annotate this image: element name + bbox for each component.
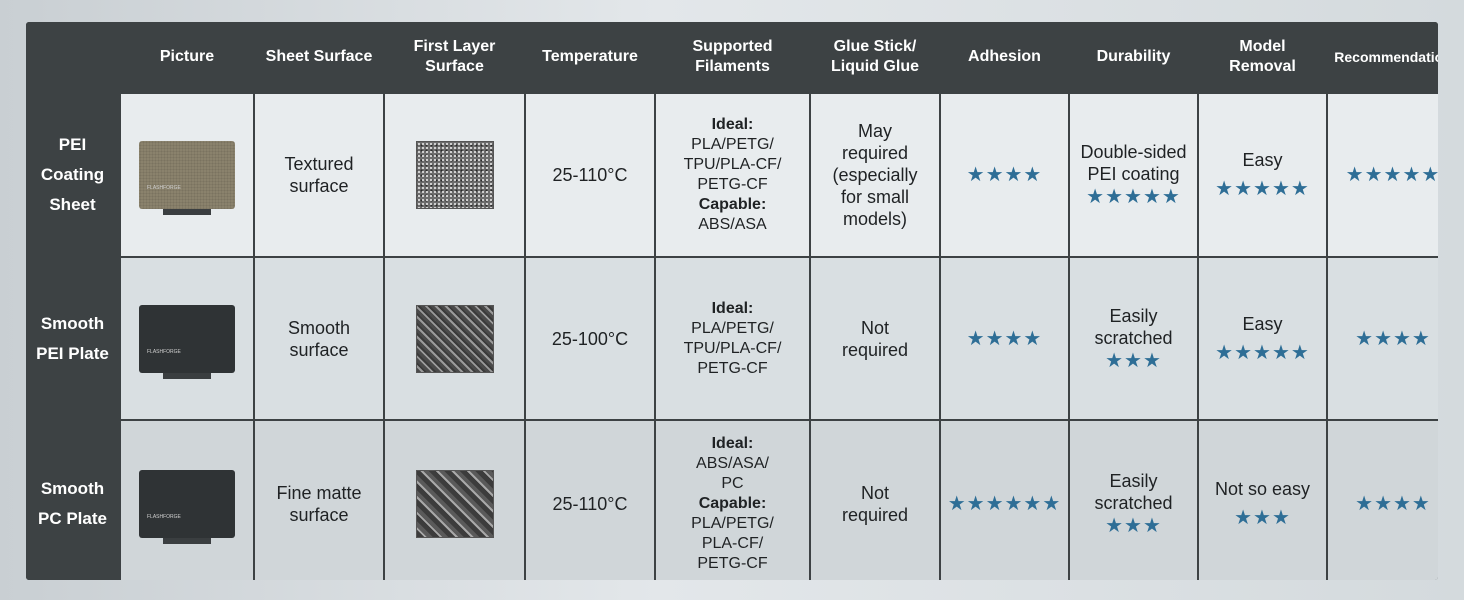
sheet-surface: Fine matte surface: [255, 421, 383, 580]
adhesion-cell: ★★★★★★: [941, 421, 1068, 580]
removal-cell: Easy ★★★★★: [1199, 258, 1326, 419]
glue-requirement: Not required: [811, 421, 939, 580]
temperature: 25-100°C: [526, 258, 654, 419]
removal-star-icons: ★★★★★: [1215, 178, 1310, 200]
sheet-surface: Smooth surface: [255, 258, 383, 419]
textured-surface-swatch: [415, 141, 494, 209]
recommendation-cell: ★★★★: [1328, 421, 1438, 580]
build-plate-comparison-table: Picture Sheet Surface First Layer Surfac…: [26, 22, 1438, 580]
capable-label: Capable:: [698, 196, 767, 213]
adhesion-star-icons: ★★★★: [966, 164, 1043, 186]
smooth-surface-swatch: [415, 304, 494, 373]
picture-cell: FLASHFORGE: [121, 94, 253, 256]
header-model-removal: Model Removal: [1199, 22, 1326, 92]
removal-cell: Not so easy ★★★: [1199, 421, 1326, 580]
durability-star-icons: ★★★: [1105, 514, 1162, 537]
supported-filaments: Ideal: PLA/PETG/ TPU/PLA-CF/ PETG-CF Cap…: [656, 94, 809, 256]
durability-cell: Easily scratched ★★★: [1070, 258, 1197, 419]
supported-filaments: Ideal: ABS/ASA/ PC Capable: PLA/PETG/ PL…: [656, 421, 809, 580]
durability-cell: Double-sided PEI coating ★★★★★: [1070, 94, 1197, 256]
adhesion-cell: ★★★★: [941, 94, 1068, 256]
recommendation-star-icons: ★★★★★: [1345, 164, 1438, 186]
durability-star-icons: ★★★: [1105, 349, 1162, 372]
picture-cell: FLASHFORGE: [121, 258, 253, 419]
ideal-label: Ideal:: [711, 116, 754, 133]
removal-text: Not so easy: [1214, 478, 1311, 499]
ideal-label: Ideal:: [711, 434, 754, 452]
durability-text: Double-sided PEI coating: [1080, 142, 1187, 184]
ideal-filaments: PLA/PETG/ TPU/PLA-CF/ PETG-CF: [683, 136, 782, 193]
header-corner: [26, 22, 119, 92]
capable-label: Capable:: [698, 494, 767, 512]
recommendation-star-icons: ★★★★: [1355, 327, 1431, 350]
header-first-layer-surface: First Layer Surface: [385, 22, 524, 92]
durability-cell: Easily scratched ★★★: [1070, 421, 1197, 580]
fine-matte-surface-swatch: [415, 469, 494, 538]
adhesion-cell: ★★★★: [941, 258, 1068, 419]
pei-coating-sheet-image: FLASHFORGE: [139, 141, 235, 215]
header-sheet-surface: Sheet Surface: [255, 22, 383, 92]
glue-requirement: May required (especially for small model…: [811, 94, 939, 256]
brand-logo: FLASHFORGE: [147, 513, 181, 520]
row-name-smooth-pei-plate: Smooth PEI Plate: [26, 258, 119, 419]
smooth-pei-plate-image: FLASHFORGE: [139, 304, 235, 379]
brand-logo: FLASHFORGE: [147, 348, 181, 355]
durability-text: Easily scratched: [1094, 305, 1173, 348]
adhesion-star-icons: ★★★★: [966, 327, 1043, 350]
durability-text: Easily scratched: [1094, 470, 1173, 513]
row-name-smooth-pc-plate: Smooth PC Plate: [26, 421, 119, 580]
recommendation-cell: ★★★★: [1328, 258, 1438, 419]
header-recommendation: Recommendation: [1328, 22, 1438, 92]
first-layer-cell: [385, 258, 524, 419]
header-glue: Glue Stick/ Liquid Glue: [811, 22, 939, 92]
first-layer-cell: [385, 421, 524, 580]
temperature: 25-110°C: [526, 421, 654, 580]
smooth-pc-plate-image: FLASHFORGE: [139, 469, 235, 544]
row-name-pei-coating-sheet: PEI Coating Sheet: [26, 94, 119, 256]
header-adhesion: Adhesion: [941, 22, 1068, 92]
supported-filaments: Ideal: PLA/PETG/ TPU/PLA-CF/ PETG-CF: [656, 258, 809, 419]
removal-star-icons: ★★★: [1234, 506, 1291, 529]
recommendation-star-icons: ★★★★: [1355, 492, 1431, 515]
removal-star-icons: ★★★★★: [1215, 341, 1310, 364]
sheet-surface: Textured surface: [255, 94, 383, 256]
adhesion-star-icons: ★★★★★★: [947, 492, 1062, 515]
ideal-filaments: PLA/PETG/ TPU/PLA-CF/ PETG-CF: [683, 319, 782, 377]
picture-cell: FLASHFORGE: [121, 421, 253, 580]
removal-cell: Easy ★★★★★: [1199, 94, 1326, 256]
capable-filaments: ABS/ASA: [698, 216, 767, 233]
brand-logo: FLASHFORGE: [147, 185, 181, 191]
durability-star-icons: ★★★★★: [1086, 186, 1181, 208]
temperature: 25-110°C: [526, 94, 654, 256]
header-supported-filaments: Supported Filaments: [656, 22, 809, 92]
ideal-label: Ideal:: [711, 299, 754, 317]
capable-filaments: PLA/PETG/ PLA-CF/ PETG-CF: [691, 514, 774, 572]
recommendation-cell: ★★★★★: [1328, 94, 1438, 256]
header-durability: Durability: [1070, 22, 1197, 92]
removal-text: Easy: [1242, 313, 1283, 334]
removal-text: Easy: [1242, 150, 1283, 170]
header-temperature: Temperature: [526, 22, 654, 92]
ideal-filaments: ABS/ASA/ PC: [696, 454, 769, 492]
header-picture: Picture: [121, 22, 253, 92]
glue-requirement: Not required: [811, 258, 939, 419]
first-layer-cell: [385, 94, 524, 256]
